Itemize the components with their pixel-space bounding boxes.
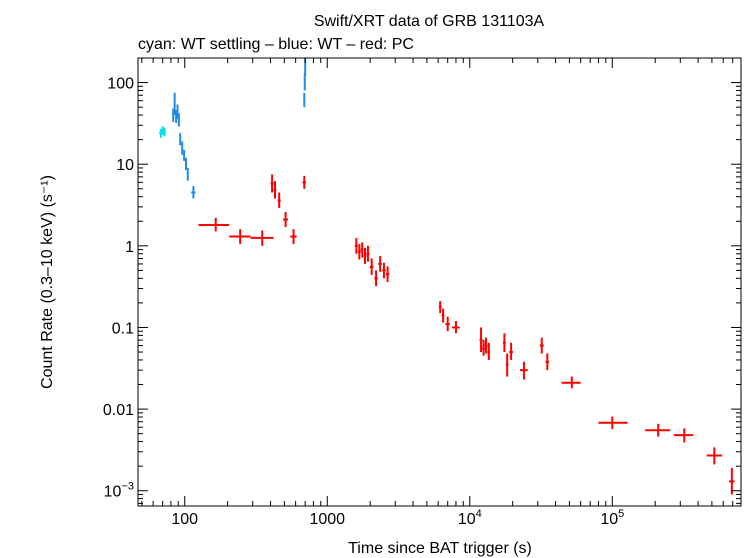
data-point bbox=[363, 247, 367, 264]
data-point bbox=[366, 245, 370, 262]
data-point bbox=[382, 262, 386, 279]
series-1 bbox=[172, 58, 307, 199]
data-point bbox=[673, 428, 694, 443]
chart-title: Swift/XRT data of GRB 131103A bbox=[314, 13, 545, 30]
data-point bbox=[290, 229, 297, 245]
y-tick-label-5: 10−3 bbox=[104, 481, 134, 501]
data-point bbox=[539, 337, 544, 354]
data-point bbox=[487, 342, 491, 360]
data-point bbox=[479, 327, 483, 353]
data-point bbox=[186, 167, 189, 181]
data-point bbox=[163, 127, 167, 137]
data-point bbox=[181, 141, 184, 155]
data-point bbox=[441, 308, 445, 323]
data-point bbox=[283, 211, 288, 228]
data-point bbox=[378, 256, 382, 272]
data-point bbox=[484, 337, 488, 354]
data-point bbox=[184, 157, 187, 170]
data-point bbox=[191, 186, 196, 199]
data-point bbox=[369, 258, 374, 275]
data-point bbox=[360, 242, 364, 258]
chart-subtitle: cyan: WT settling – blue: WT – red: PC bbox=[138, 36, 414, 53]
data-point bbox=[519, 361, 528, 380]
data-point bbox=[505, 353, 509, 377]
data-point bbox=[273, 181, 277, 199]
data-point bbox=[183, 149, 186, 161]
y-tick-label-4: 0.01 bbox=[103, 402, 134, 419]
y-tick-label-0: 100 bbox=[107, 76, 134, 93]
x-tick-label-0: 100 bbox=[171, 511, 198, 528]
axis-tick-labels: 100 1000 104 105 100 10 1 0.1 0.01 10−3 bbox=[103, 76, 624, 528]
data-series-layer bbox=[159, 58, 735, 495]
data-point bbox=[357, 244, 361, 260]
data-point bbox=[598, 416, 628, 430]
data-point bbox=[303, 73, 306, 91]
data-point bbox=[451, 321, 460, 334]
y-axis-label: Count Rate (0.3–10 keV) (s⁻¹) bbox=[39, 175, 56, 389]
y-tick-label-3: 0.1 bbox=[112, 320, 134, 337]
data-point bbox=[354, 237, 358, 254]
x-axis-label: Time since BAT trigger (s) bbox=[348, 540, 532, 557]
data-point bbox=[509, 342, 513, 360]
data-point bbox=[270, 174, 274, 193]
series-2 bbox=[198, 174, 735, 495]
data-point bbox=[545, 353, 550, 371]
y-tick-label-2: 1 bbox=[125, 239, 134, 256]
data-point bbox=[385, 266, 390, 283]
plot-frame bbox=[137, 57, 742, 507]
data-point bbox=[438, 301, 442, 314]
data-point bbox=[645, 423, 671, 437]
x-tick-label-2: 104 bbox=[458, 508, 482, 528]
data-point bbox=[706, 447, 723, 465]
axis-ticks bbox=[138, 57, 742, 506]
data-point bbox=[173, 92, 176, 116]
data-point bbox=[303, 92, 306, 108]
data-point bbox=[198, 217, 230, 232]
data-point bbox=[374, 270, 378, 287]
data-point bbox=[250, 230, 274, 246]
data-point bbox=[177, 113, 180, 127]
data-point bbox=[302, 175, 307, 189]
data-point bbox=[229, 229, 251, 245]
data-point bbox=[277, 192, 281, 209]
data-point bbox=[502, 333, 506, 353]
x-tick-label-3: 105 bbox=[600, 508, 624, 528]
series-0 bbox=[159, 126, 167, 138]
data-point bbox=[729, 467, 735, 495]
x-tick-label-1: 1000 bbox=[309, 511, 345, 528]
y-tick-label-1: 10 bbox=[116, 157, 134, 174]
data-point bbox=[445, 316, 450, 332]
data-point bbox=[176, 104, 179, 119]
data-point bbox=[561, 376, 581, 389]
data-point bbox=[179, 133, 182, 146]
data-point bbox=[482, 340, 486, 356]
